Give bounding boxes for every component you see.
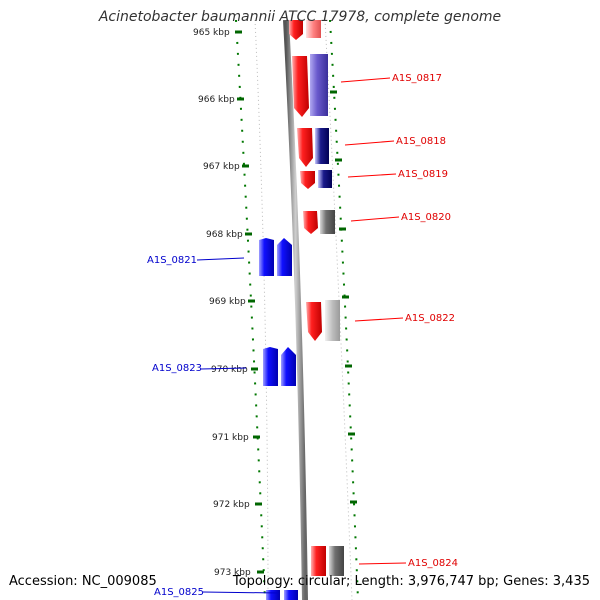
kbp-label-971: 971 kbp xyxy=(212,433,249,443)
gene-label-a1s-0820[interactable]: A1S_0820 xyxy=(401,212,451,223)
gene-a1s-0817-match[interactable] xyxy=(310,54,328,116)
leader-a1s-0819 xyxy=(347,173,397,178)
gene-label-a1s-0817[interactable]: A1S_0817 xyxy=(392,73,442,84)
leader-a1s-0817 xyxy=(340,77,391,83)
leader-a1s-0822 xyxy=(354,317,404,322)
gene-a1s-0820-match[interactable] xyxy=(320,210,335,234)
gene-a1s-0819[interactable] xyxy=(300,171,315,189)
topology-text: Topology: circular; Length: 3,976,747 bp… xyxy=(232,574,590,589)
kbp-label-965: 965 kbp xyxy=(193,28,230,38)
leader-a1s-0821 xyxy=(196,257,245,261)
kbp-label-966: 966 kbp xyxy=(198,95,235,105)
gene-a1s-0821-right[interactable] xyxy=(277,238,292,276)
gene-label-a1s-0821[interactable]: A1S_0821 xyxy=(147,255,197,266)
leader-a1s-0825 xyxy=(202,591,279,594)
gene-a1s-0822-match[interactable] xyxy=(325,300,340,341)
gene-label-a1s-0822[interactable]: A1S_0822 xyxy=(405,313,455,324)
gene-a1s-0822[interactable] xyxy=(306,302,322,341)
accession-text: Accession: NC_009085 xyxy=(9,574,157,589)
gene-a1s-0820[interactable] xyxy=(303,211,318,234)
gene-label-a1s-0824[interactable]: A1S_0824 xyxy=(408,558,458,569)
outer-guide-left xyxy=(235,19,266,600)
gene-a1s-0821-left[interactable] xyxy=(259,238,274,276)
kbp-label-967: 967 kbp xyxy=(203,162,240,172)
gene-label-a1s-0825[interactable]: A1S_0825 xyxy=(154,587,204,598)
gene-partial-top-forward[interactable] xyxy=(289,20,303,40)
gene-a1s-0825-left[interactable] xyxy=(266,590,280,600)
leader-a1s-0824 xyxy=(358,562,407,565)
inner-guide-left xyxy=(254,19,269,600)
gene-a1s-0817[interactable] xyxy=(292,56,309,117)
gene-a1s-0818-match[interactable] xyxy=(315,128,329,164)
kbp-label-969: 969 kbp xyxy=(209,297,246,307)
leader-a1s-0820 xyxy=(350,216,400,222)
gene-partial-top-grey[interactable] xyxy=(306,20,321,38)
kbp-label-973: 973 kbp xyxy=(214,568,251,578)
leader-a1s-0818 xyxy=(344,140,395,146)
kbp-label-968: 968 kbp xyxy=(206,230,243,240)
gene-a1s-0825-right[interactable] xyxy=(284,590,298,600)
gene-label-a1s-0818[interactable]: A1S_0818 xyxy=(396,136,446,147)
leader-a1s-0823 xyxy=(200,367,247,370)
gene-a1s-0823-left[interactable] xyxy=(263,347,278,386)
kbp-label-970: 970 kbp xyxy=(211,365,248,375)
gene-label-a1s-0823[interactable]: A1S_0823 xyxy=(152,363,202,374)
gene-a1s-0819-match[interactable] xyxy=(318,170,332,188)
kbp-ticks xyxy=(235,30,357,574)
gene-a1s-0824-match[interactable] xyxy=(329,546,344,576)
gene-a1s-0818[interactable] xyxy=(297,128,313,167)
kbp-label-972: 972 kbp xyxy=(213,500,250,510)
gene-a1s-0824[interactable] xyxy=(311,546,326,576)
gene-label-a1s-0819[interactable]: A1S_0819 xyxy=(398,169,448,180)
gene-a1s-0823-right[interactable] xyxy=(281,347,296,386)
genome-backbone xyxy=(283,19,308,600)
map-title: Acinetobacter baumannii ATCC 17978, comp… xyxy=(98,9,502,25)
